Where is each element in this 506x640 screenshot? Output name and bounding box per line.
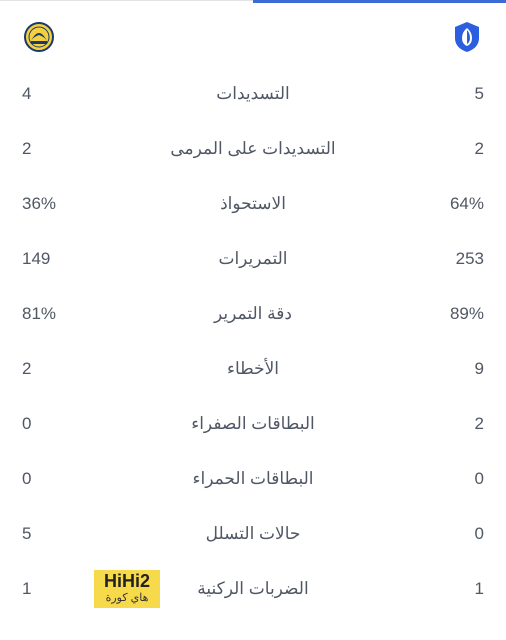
stat-left-value: 81% bbox=[22, 304, 92, 324]
stat-right-value: 9 bbox=[414, 359, 484, 379]
stat-label: التسديدات bbox=[92, 84, 414, 104]
stat-right-value: 64% bbox=[414, 194, 484, 214]
stat-row: 0 البطاقات الحمراء 0 bbox=[0, 451, 506, 506]
active-tab-indicator[interactable] bbox=[253, 0, 506, 6]
stat-left-value: 0 bbox=[22, 469, 92, 489]
stat-row: 253 التمريرات 149 bbox=[0, 231, 506, 286]
team-right-logo bbox=[450, 20, 484, 54]
stat-row: 64% الاستحواذ 36% bbox=[0, 176, 506, 231]
stat-left-value: 149 bbox=[22, 249, 92, 269]
stat-row: 89% دقة التمرير 81% bbox=[0, 286, 506, 341]
stat-right-value: 253 bbox=[414, 249, 484, 269]
stat-row: 2 التسديدات على المرمى 2 bbox=[0, 121, 506, 176]
stat-row: 2 البطاقات الصفراء 0 bbox=[0, 396, 506, 451]
stat-left-value: 0 bbox=[22, 414, 92, 434]
watermark-line1: HiHi2 bbox=[104, 572, 150, 592]
stat-left-value: 4 bbox=[22, 84, 92, 104]
stat-right-value: 0 bbox=[414, 469, 484, 489]
watermark-badge: HiHi2 هاي كورة bbox=[94, 570, 160, 608]
stat-label: البطاقات الصفراء bbox=[92, 414, 414, 434]
stat-right-value: 2 bbox=[414, 139, 484, 159]
stat-row: 9 الأخطاء 2 bbox=[0, 341, 506, 396]
inactive-tab-indicator[interactable] bbox=[0, 0, 253, 6]
stat-label: دقة التمرير bbox=[92, 304, 414, 324]
stat-row: 0 حالات التسلل 5 bbox=[0, 506, 506, 561]
stat-left-value: 1 bbox=[22, 579, 92, 599]
stat-label: البطاقات الحمراء bbox=[92, 469, 414, 489]
stat-left-value: 5 bbox=[22, 524, 92, 544]
stat-right-value: 2 bbox=[414, 414, 484, 434]
stat-label: التسديدات على المرمى bbox=[92, 139, 414, 159]
stat-right-value: 1 bbox=[414, 579, 484, 599]
stat-row: 5 التسديدات 4 bbox=[0, 66, 506, 121]
stat-right-value: 5 bbox=[414, 84, 484, 104]
stat-label: التمريرات bbox=[92, 249, 414, 269]
stats-table: 5 التسديدات 4 2 التسديدات على المرمى 2 6… bbox=[0, 62, 506, 616]
stat-label: الاستحواذ bbox=[92, 194, 414, 214]
stat-row: 1 الضربات الركنية 1 bbox=[0, 561, 506, 616]
stat-left-value: 36% bbox=[22, 194, 92, 214]
stat-label: الأخطاء bbox=[92, 359, 414, 379]
stat-right-value: 0 bbox=[414, 524, 484, 544]
team-left-logo bbox=[22, 20, 56, 54]
team-logos-row bbox=[0, 6, 506, 62]
stat-left-value: 2 bbox=[22, 359, 92, 379]
watermark-line2: هاي كورة bbox=[104, 592, 150, 604]
stat-left-value: 2 bbox=[22, 139, 92, 159]
stat-right-value: 89% bbox=[414, 304, 484, 324]
tab-indicator-bar bbox=[0, 0, 506, 6]
stat-label: حالات التسلل bbox=[92, 524, 414, 544]
